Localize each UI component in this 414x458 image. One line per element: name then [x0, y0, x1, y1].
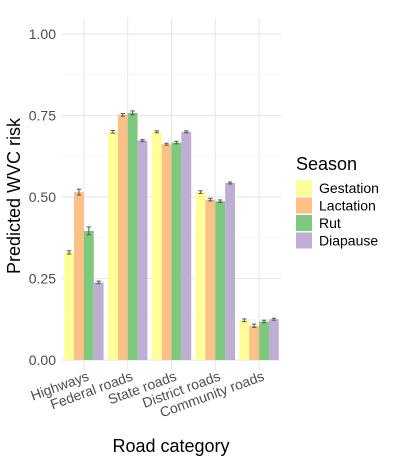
y-tick-label: 0.00: [29, 352, 56, 368]
bar: [215, 201, 226, 360]
legend-key: [296, 232, 312, 249]
legend-label: Lactation: [319, 198, 376, 214]
bar: [239, 320, 250, 360]
legend-label: Rut: [319, 215, 341, 231]
legend-label: Diapause: [319, 233, 378, 249]
bars: [64, 112, 279, 361]
legend-title: Season: [296, 154, 357, 174]
bar: [249, 325, 260, 360]
bar: [161, 144, 172, 360]
bar: [259, 321, 269, 360]
y-tick-label: 0.25: [29, 271, 56, 287]
bar: [268, 319, 279, 360]
y-tick-labels: 0.00 0.25 0.50 0.75 1.00: [29, 26, 56, 368]
bar: [117, 114, 128, 361]
bar: [74, 192, 84, 360]
bar: [93, 282, 104, 360]
bar: [151, 131, 162, 360]
y-tick-label: 0.50: [29, 189, 56, 205]
error-bars: [66, 110, 277, 328]
bar: [205, 199, 216, 360]
bar: [137, 140, 148, 360]
bar: [107, 131, 118, 360]
legend-label: Gestation: [319, 180, 379, 196]
bar: [181, 131, 192, 360]
bar: [83, 230, 94, 360]
bar: [64, 252, 75, 360]
bar: [127, 112, 138, 360]
bar: [225, 182, 236, 360]
x-axis-title: Road category: [112, 436, 229, 456]
bar: [171, 142, 182, 360]
y-axis-title: Predicted WVC risk: [4, 117, 24, 274]
legend-key: [296, 197, 312, 214]
legend-key: [296, 215, 312, 231]
bar: [195, 192, 206, 360]
y-tick-label: 1.00: [29, 26, 56, 42]
y-tick-label: 0.75: [29, 108, 56, 124]
legend-key: [296, 180, 312, 196]
